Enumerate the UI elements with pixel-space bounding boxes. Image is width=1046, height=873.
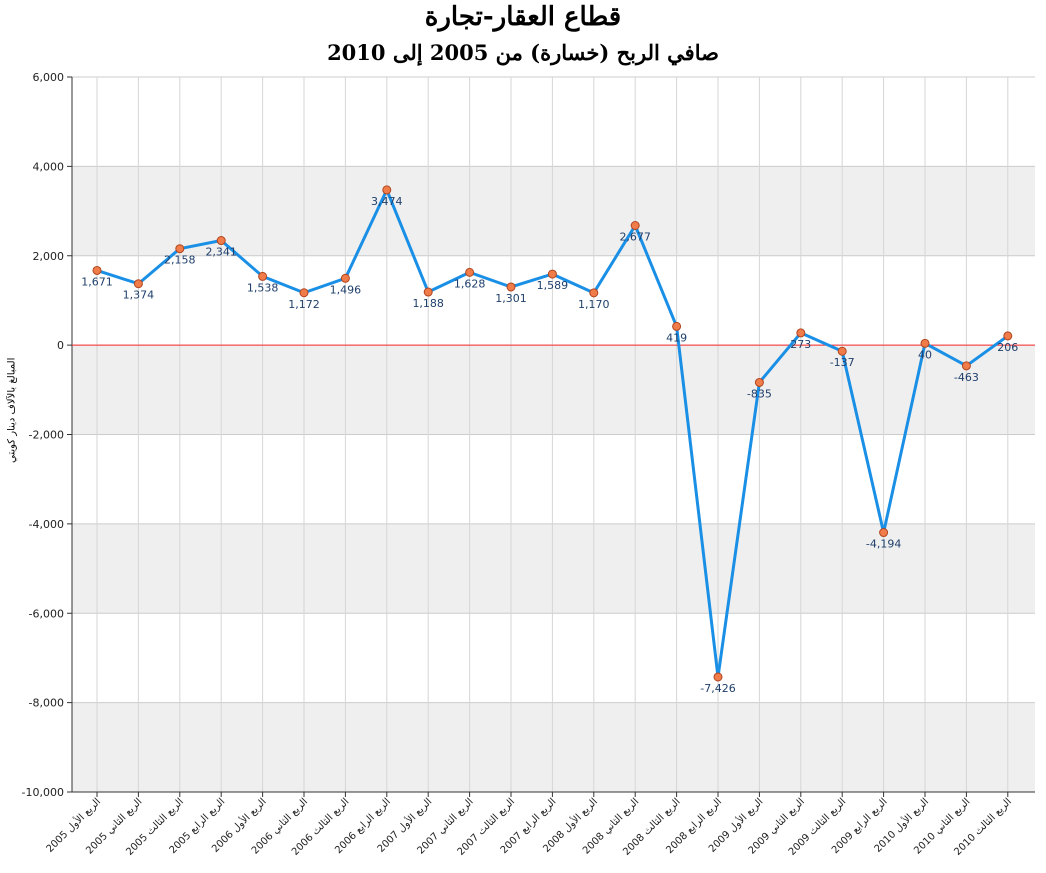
y-tick-label: 2,000 bbox=[33, 250, 65, 263]
data-point bbox=[879, 528, 889, 538]
y-tick-label: -6,000 bbox=[29, 607, 64, 620]
grid-band bbox=[72, 702, 1035, 792]
data-point bbox=[92, 265, 102, 275]
data-label: 1,374 bbox=[123, 289, 155, 302]
data-point bbox=[423, 287, 433, 297]
data-point bbox=[465, 267, 475, 277]
data-label: 1,671 bbox=[81, 275, 113, 288]
data-point bbox=[133, 279, 143, 289]
data-label: 2,341 bbox=[205, 246, 237, 259]
grid-band bbox=[72, 345, 1035, 435]
data-label: 1,170 bbox=[578, 298, 610, 311]
grid-band bbox=[72, 166, 1035, 256]
data-point bbox=[961, 361, 971, 371]
data-point bbox=[796, 328, 806, 338]
data-point bbox=[506, 282, 516, 292]
data-label: 1,172 bbox=[288, 298, 320, 311]
data-point bbox=[216, 236, 226, 246]
chart-subtitle: صافي الربح (خسارة) من 2005 إلى 2010 bbox=[327, 40, 719, 65]
data-label: -4,194 bbox=[866, 538, 901, 551]
y-tick-label: 4,000 bbox=[33, 160, 65, 173]
data-point bbox=[382, 185, 392, 195]
y-tick-label: -2,000 bbox=[29, 429, 64, 442]
data-point bbox=[258, 271, 268, 281]
data-label: 1,589 bbox=[537, 279, 569, 292]
data-label: 1,188 bbox=[412, 297, 444, 310]
data-point bbox=[1003, 331, 1013, 341]
y-tick-label: -8,000 bbox=[29, 697, 64, 710]
data-point bbox=[920, 338, 930, 348]
data-label: -463 bbox=[954, 371, 979, 384]
data-label: 1,496 bbox=[330, 283, 362, 296]
data-point bbox=[340, 273, 350, 283]
data-point bbox=[713, 672, 723, 682]
data-label: 3,474 bbox=[371, 195, 403, 208]
y-tick-label: 6,000 bbox=[33, 71, 65, 84]
data-point bbox=[630, 220, 640, 230]
data-point bbox=[754, 377, 764, 387]
data-label: 2,677 bbox=[619, 230, 651, 243]
data-label: 2,158 bbox=[164, 254, 196, 267]
data-label: 273 bbox=[790, 338, 811, 351]
data-label: -137 bbox=[830, 356, 855, 369]
chart-title: قطاع العقار-تجارة bbox=[424, 2, 622, 32]
data-point bbox=[175, 244, 185, 254]
data-point bbox=[547, 269, 557, 279]
data-point bbox=[299, 288, 309, 298]
data-label: -7,426 bbox=[700, 682, 735, 695]
y-tick-label: -10,000 bbox=[22, 786, 64, 799]
data-label: -835 bbox=[747, 387, 772, 400]
data-label: 40 bbox=[918, 348, 932, 361]
data-label: 419 bbox=[666, 331, 687, 344]
data-point bbox=[589, 288, 599, 298]
data-label: 1,301 bbox=[495, 292, 527, 305]
y-tick-label: -4,000 bbox=[29, 518, 64, 531]
y-tick-label: 0 bbox=[57, 339, 64, 352]
data-label: 206 bbox=[997, 341, 1018, 354]
data-point bbox=[672, 321, 682, 331]
data-label: 1,538 bbox=[247, 281, 279, 294]
data-point bbox=[837, 346, 847, 356]
data-label: 1,628 bbox=[454, 277, 486, 290]
grid-band bbox=[72, 523, 1035, 614]
